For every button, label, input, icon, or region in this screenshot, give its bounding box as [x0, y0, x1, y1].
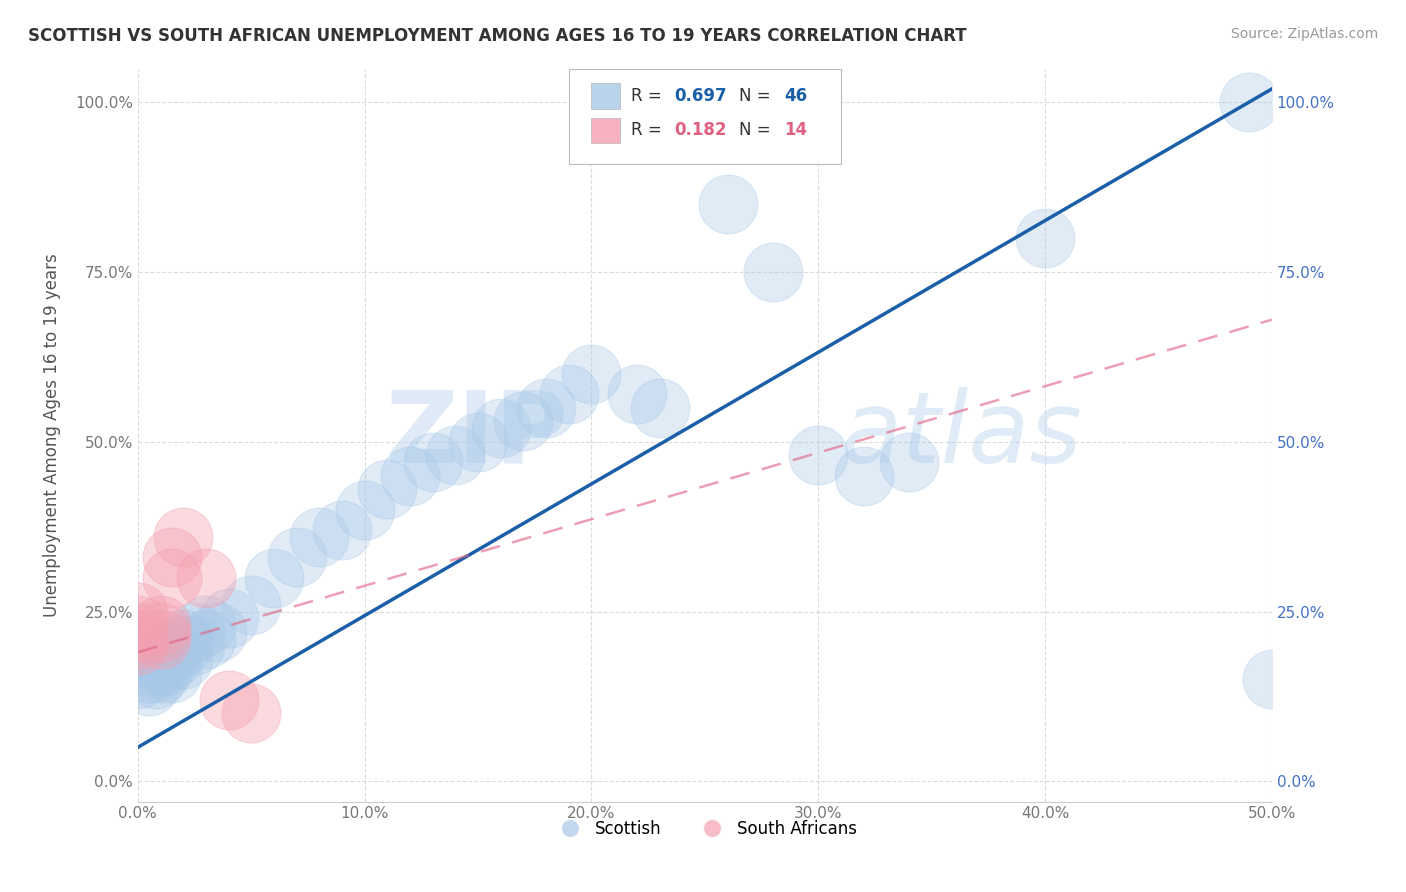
- Y-axis label: Unemployment Among Ages 16 to 19 years: Unemployment Among Ages 16 to 19 years: [44, 253, 60, 617]
- Bar: [592, 118, 620, 144]
- Point: [852, 468, 875, 483]
- Text: R =: R =: [631, 121, 662, 139]
- FancyBboxPatch shape: [569, 69, 841, 164]
- Point: [138, 665, 160, 680]
- Point: [285, 550, 308, 565]
- Point: [207, 624, 229, 639]
- Point: [512, 415, 534, 429]
- Point: [149, 665, 172, 680]
- Point: [399, 468, 422, 483]
- Point: [127, 605, 149, 619]
- Point: [127, 673, 149, 687]
- Point: [489, 421, 512, 435]
- Point: [160, 571, 183, 585]
- Text: 14: 14: [785, 121, 807, 139]
- Point: [160, 645, 183, 659]
- Text: ZIP: ZIP: [385, 386, 569, 483]
- Point: [534, 401, 557, 415]
- Point: [626, 387, 648, 401]
- Point: [160, 652, 183, 666]
- Point: [127, 618, 149, 632]
- Bar: [592, 83, 620, 109]
- Point: [444, 449, 467, 463]
- Point: [149, 618, 172, 632]
- Text: Source: ZipAtlas.com: Source: ZipAtlas.com: [1230, 27, 1378, 41]
- Point: [183, 624, 205, 639]
- Point: [149, 632, 172, 646]
- Point: [138, 679, 160, 693]
- Point: [172, 530, 194, 544]
- Point: [716, 197, 738, 211]
- Point: [1261, 673, 1284, 687]
- Point: [648, 401, 671, 415]
- Point: [194, 618, 217, 632]
- Text: R =: R =: [631, 87, 662, 105]
- Point: [558, 387, 581, 401]
- Point: [467, 434, 489, 449]
- Legend: Scottish, South Africans: Scottish, South Africans: [547, 814, 863, 845]
- Point: [218, 611, 240, 625]
- Point: [240, 706, 263, 721]
- Point: [308, 530, 330, 544]
- Point: [160, 665, 183, 680]
- Point: [218, 692, 240, 706]
- Point: [149, 658, 172, 673]
- Text: N =: N =: [740, 121, 770, 139]
- Point: [127, 639, 149, 653]
- Point: [1033, 231, 1056, 245]
- Point: [160, 550, 183, 565]
- Point: [762, 265, 785, 279]
- Point: [194, 632, 217, 646]
- Text: N =: N =: [740, 87, 770, 105]
- Point: [1237, 95, 1260, 110]
- Text: 0.697: 0.697: [675, 87, 727, 105]
- Point: [172, 632, 194, 646]
- Point: [422, 455, 444, 469]
- Point: [581, 367, 603, 381]
- Point: [127, 632, 149, 646]
- Point: [353, 502, 375, 516]
- Point: [172, 652, 194, 666]
- Text: atlas: atlas: [841, 386, 1083, 483]
- Point: [194, 571, 217, 585]
- Point: [898, 455, 921, 469]
- Point: [330, 523, 353, 537]
- Text: SCOTTISH VS SOUTH AFRICAN UNEMPLOYMENT AMONG AGES 16 TO 19 YEARS CORRELATION CHA: SCOTTISH VS SOUTH AFRICAN UNEMPLOYMENT A…: [28, 27, 967, 45]
- Text: 46: 46: [785, 87, 807, 105]
- Point: [172, 639, 194, 653]
- Point: [377, 483, 399, 497]
- Point: [183, 639, 205, 653]
- Point: [807, 449, 830, 463]
- Point: [149, 624, 172, 639]
- Point: [149, 652, 172, 666]
- Point: [127, 624, 149, 639]
- Point: [153, 658, 176, 673]
- Point: [263, 571, 285, 585]
- Point: [240, 598, 263, 612]
- Text: 0.182: 0.182: [675, 121, 727, 139]
- Point: [145, 673, 167, 687]
